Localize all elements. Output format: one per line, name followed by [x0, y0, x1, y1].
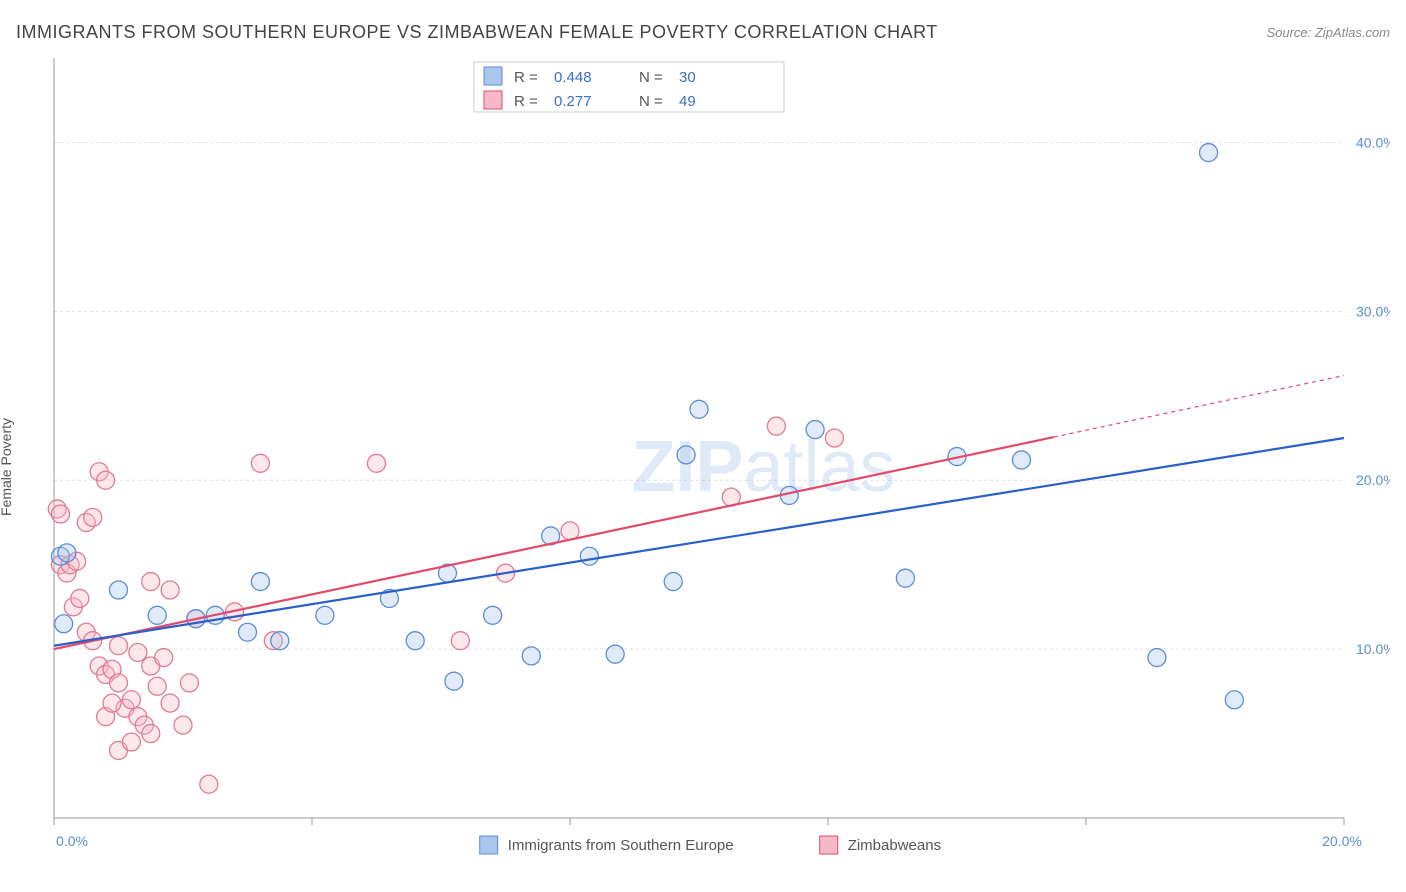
scatter-point-b: [97, 471, 115, 489]
chart-title: IMMIGRANTS FROM SOUTHERN EUROPE VS ZIMBA…: [16, 22, 938, 43]
stat-n-value: 49: [679, 93, 696, 110]
scatter-point-a: [58, 544, 76, 562]
scatter-point-a: [806, 421, 824, 439]
y-axis-label: Female Poverty: [0, 418, 14, 516]
scatter-point-b: [84, 508, 102, 526]
stat-r-label: R =: [514, 93, 538, 110]
trend-line-dashed: [1054, 376, 1344, 438]
legend-swatch-b: [820, 836, 838, 854]
scatter-point-b: [174, 716, 192, 734]
scatter-point-b: [129, 643, 147, 661]
y-tick-label: 20.0%: [1356, 472, 1390, 488]
legend-swatch-a: [480, 836, 498, 854]
trend-line: [54, 437, 1054, 649]
scatter-point-b: [142, 573, 160, 591]
scatter-point-a: [690, 400, 708, 418]
scatter-point-b: [110, 637, 128, 655]
scatter-point-b: [161, 581, 179, 599]
x-tick-label: 20.0%: [1322, 833, 1362, 849]
scatter-point-b: [122, 733, 140, 751]
scatter-point-b: [110, 674, 128, 692]
scatter-point-b: [767, 417, 785, 435]
scatter-point-b: [161, 694, 179, 712]
scatter-point-a: [677, 446, 695, 464]
scatter-point-a: [251, 573, 269, 591]
scatter-point-b: [142, 725, 160, 743]
scatter-point-a: [896, 569, 914, 587]
scatter-point-b: [51, 505, 69, 523]
stat-n-label: N =: [639, 69, 663, 86]
scatter-point-b: [180, 674, 198, 692]
stat-r-label: R =: [514, 69, 538, 86]
scatter-point-a: [1013, 451, 1031, 469]
scatter-point-b: [122, 691, 140, 709]
scatter-point-a: [522, 647, 540, 665]
stat-r-value: 0.448: [554, 69, 592, 86]
scatter-point-a: [239, 623, 257, 641]
scatter-point-a: [271, 632, 289, 650]
scatter-point-b: [103, 694, 121, 712]
scatter-point-a: [55, 615, 73, 633]
scatter-point-b: [251, 454, 269, 472]
source-label: Source: ZipAtlas.com: [1266, 25, 1390, 40]
stat-r-value: 0.277: [554, 93, 592, 110]
scatter-point-b: [825, 429, 843, 447]
scatter-point-a: [148, 606, 166, 624]
scatter-point-a: [664, 573, 682, 591]
legend-swatch: [484, 91, 502, 109]
y-tick-label: 30.0%: [1356, 303, 1390, 319]
legend-label-b: Zimbabweans: [848, 837, 941, 854]
scatter-point-b: [155, 649, 173, 667]
scatter-point-a: [445, 672, 463, 690]
scatter-point-a: [406, 632, 424, 650]
scatter-point-b: [200, 775, 218, 793]
scatter-point-b: [368, 454, 386, 472]
scatter-point-a: [484, 606, 502, 624]
x-tick-label: 0.0%: [56, 833, 88, 849]
y-tick-label: 40.0%: [1356, 134, 1390, 150]
stat-n-value: 30: [679, 69, 696, 86]
scatter-point-a: [110, 581, 128, 599]
scatter-point-a: [1225, 691, 1243, 709]
scatter-chart: 10.0% 20.0% 30.0% 40.0% 0.0% 20.0% ZIPatlas R =…: [16, 58, 1390, 876]
legend-label-a: Immigrants from Southern Europe: [508, 837, 734, 854]
stat-n-label: N =: [639, 93, 663, 110]
scatter-point-a: [1148, 649, 1166, 667]
scatter-point-b: [71, 589, 89, 607]
scatter-point-a: [1200, 144, 1218, 162]
scatter-point-a: [580, 547, 598, 565]
y-tick-label: 10.0%: [1356, 641, 1390, 657]
legend-swatch: [484, 67, 502, 85]
scatter-point-b: [451, 632, 469, 650]
scatter-point-b: [561, 522, 579, 540]
scatter-point-a: [316, 606, 334, 624]
scatter-point-a: [606, 645, 624, 663]
chart-container: Female Poverty 10.0%20.0%30.0%40.0%0.0%2…: [16, 58, 1390, 876]
scatter-point-b: [148, 677, 166, 695]
watermark: ZIPatlas: [631, 427, 895, 507]
